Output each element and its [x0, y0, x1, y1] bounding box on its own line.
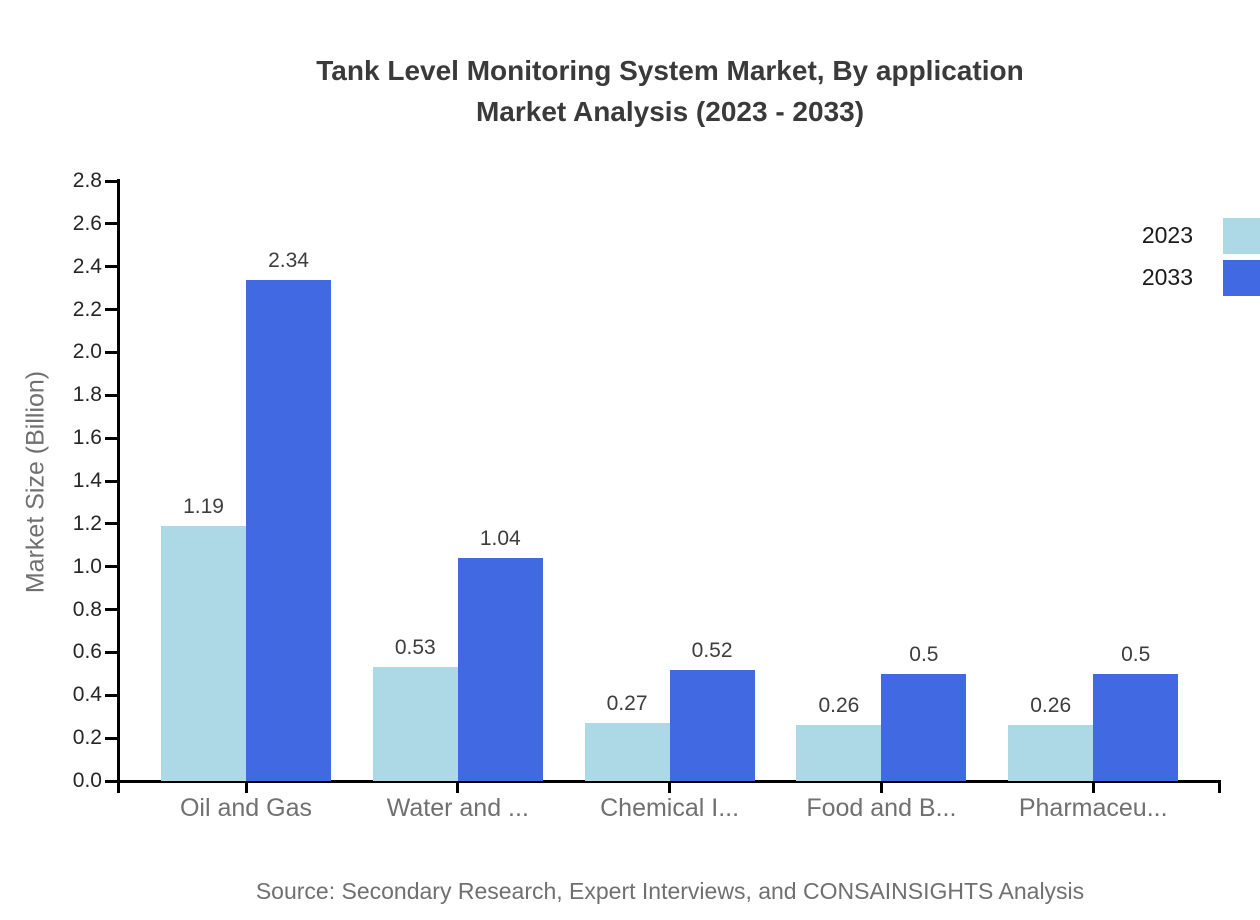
bar-value-label: 0.27	[606, 692, 648, 716]
y-tick-label: 1.0	[72, 554, 102, 578]
legend-item-2033: 2033	[1142, 259, 1260, 296]
y-tick	[105, 650, 118, 654]
y-tick-label: 2.2	[72, 297, 102, 321]
y-tick	[105, 222, 118, 226]
y-tick-label: 0.8	[72, 597, 102, 621]
y-tick	[105, 608, 118, 612]
x-axis-edge-tick	[117, 782, 120, 793]
y-tick	[105, 393, 118, 397]
bar-2033-oil-and-gas	[246, 279, 331, 781]
bar-2033-food-and-b	[881, 673, 967, 781]
bar-2033-water-and	[457, 558, 543, 781]
bar-value-label: 1.04	[479, 527, 521, 551]
x-tick	[879, 782, 883, 793]
x-category-label: Chemical I...	[600, 794, 740, 822]
chart-title-line1: Tank Level Monitoring System Market, By …	[316, 55, 1024, 86]
y-tick	[105, 693, 118, 697]
x-axis-line	[117, 780, 1221, 783]
source-note: Source: Secondary Research, Expert Inter…	[255, 878, 1085, 904]
bar-2023-food-and-b	[796, 725, 882, 781]
bar-value-label: 0.5	[909, 642, 939, 666]
y-tick-label: 2.0	[72, 340, 102, 364]
bar-2023-water-and	[372, 667, 458, 781]
x-category-label: Water and ...	[386, 794, 529, 822]
chart-title-line2: Market Analysis (2023 - 2033)	[475, 96, 865, 127]
chart-title: Tank Level Monitoring System Market, By …	[80, 50, 1260, 132]
y-tick	[105, 779, 118, 783]
bar-value-label: 0.52	[691, 638, 733, 662]
y-tick	[105, 265, 118, 269]
legend-item-2023: 2023	[1142, 217, 1260, 254]
y-tick-label: 1.8	[72, 383, 102, 407]
bar-2023-chemical-i	[584, 723, 670, 781]
y-tick-label: 2.8	[72, 169, 102, 192]
y-tick	[105, 436, 118, 440]
legend-label: 2033	[1141, 264, 1193, 290]
y-tick	[105, 522, 118, 526]
y-tick	[105, 308, 118, 312]
x-tick	[244, 782, 248, 793]
y-tick-label: 0.6	[72, 640, 102, 664]
bar-value-label: 1.19	[183, 495, 224, 518]
y-tick-label: 1.2	[72, 511, 102, 535]
x-tick	[1091, 782, 1095, 793]
y-tick	[105, 479, 118, 483]
x-tick	[456, 782, 460, 793]
y-tick	[105, 565, 118, 569]
y-tick-label: 1.4	[72, 469, 102, 492]
y-tick-label: 0.0	[72, 769, 102, 792]
x-tick	[668, 782, 672, 793]
legend-swatch	[1223, 217, 1260, 254]
y-tick	[105, 350, 118, 354]
bar-2033-chemical-i	[669, 669, 755, 781]
y-tick-label: 2.4	[72, 254, 102, 278]
x-category-label: Pharmaceu...	[1018, 794, 1168, 822]
y-tick	[105, 179, 118, 183]
bar-2033-pharmaceu	[1093, 673, 1179, 781]
legend-swatch	[1223, 259, 1260, 296]
legend: 2023 2033	[1142, 217, 1260, 296]
y-axis-line	[117, 179, 120, 783]
y-tick-label: 1.6	[72, 426, 102, 450]
x-category-label: Oil and Gas	[179, 794, 312, 822]
bar-2023-pharmaceu	[1008, 725, 1094, 781]
bar-2023-oil-and-gas	[161, 526, 246, 781]
bar-value-label: 0.5	[1121, 642, 1151, 666]
bar-value-label: 0.26	[1030, 694, 1072, 718]
y-tick-label: 0.2	[72, 726, 102, 750]
bar-value-label: 0.26	[818, 694, 860, 718]
bar-value-label: 2.34	[268, 248, 309, 272]
x-category-label: Food and B...	[806, 794, 957, 822]
y-tick-label: 0.4	[72, 683, 102, 707]
bar-value-label: 0.53	[394, 636, 436, 660]
y-tick	[105, 736, 118, 740]
x-axis-edge-tick	[1218, 782, 1221, 793]
legend-label: 2023	[1141, 222, 1193, 248]
y-tick-label: 2.6	[72, 211, 102, 235]
